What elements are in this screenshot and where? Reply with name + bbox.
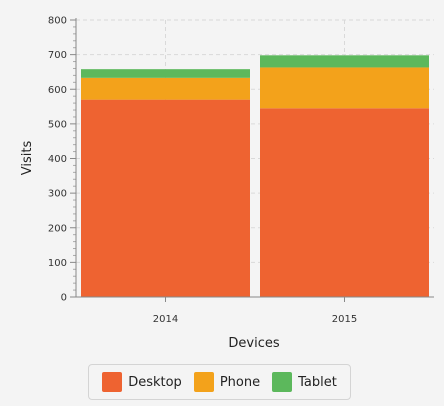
legend-label-tablet: Tablet xyxy=(298,374,337,390)
legend-item-phone: Phone xyxy=(193,372,261,392)
bar-phone-2014 xyxy=(81,77,250,100)
legend-swatch-tablet xyxy=(272,372,293,392)
axes: 0 100 200 300 400 500 600 700 800 2014 2015 xyxy=(48,16,434,325)
y-tick-label: 300 xyxy=(48,189,67,200)
legend-label-phone: Phone xyxy=(219,374,261,390)
bars xyxy=(81,55,429,297)
bar-tablet-2015 xyxy=(260,55,429,68)
y-axis-title: Visits xyxy=(20,141,35,176)
y-tick-label: 0 xyxy=(61,293,67,304)
legend-item-tablet: Tablet xyxy=(272,372,337,392)
y-tick-label: 400 xyxy=(48,154,67,165)
y-tick-label: 600 xyxy=(48,85,67,96)
bar-desktop-2014 xyxy=(81,99,250,297)
legend-item-desktop: Desktop xyxy=(102,372,182,392)
legend-label-desktop: Desktop xyxy=(128,374,182,390)
y-tick-label: 100 xyxy=(48,258,67,269)
x-tick-label: 2015 xyxy=(332,314,357,325)
x-tick-label: 2014 xyxy=(153,314,178,325)
y-tick-label: 200 xyxy=(48,223,67,234)
legend: Desktop Phone Tablet xyxy=(88,364,351,400)
legend-swatch-desktop xyxy=(102,372,123,392)
y-tick-label: 700 xyxy=(48,50,67,61)
bar-phone-2015 xyxy=(260,67,429,109)
x-axis-title: Devices xyxy=(228,336,279,351)
y-tick-label: 800 xyxy=(48,16,67,27)
bar-tablet-2014 xyxy=(81,69,250,78)
y-tick-label: 500 xyxy=(48,119,67,130)
bar-desktop-2015 xyxy=(260,108,429,297)
legend-swatch-phone xyxy=(193,372,214,392)
